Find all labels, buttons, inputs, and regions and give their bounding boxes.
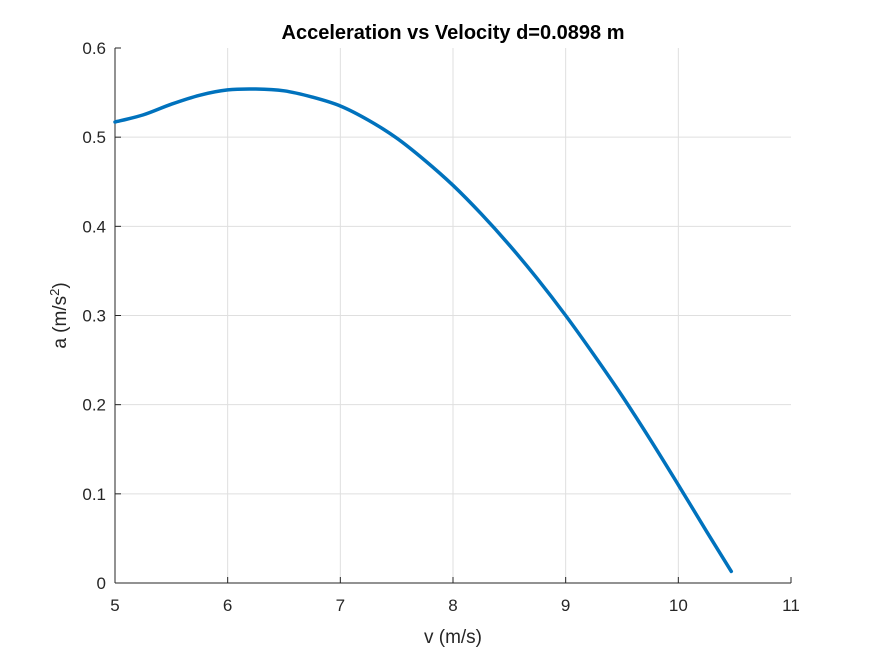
tick-marks — [114, 47, 792, 584]
x-tick-labels: 5 6 7 8 9 10 11 — [110, 596, 800, 615]
x-tick-label: 6 — [223, 596, 232, 615]
x-axis-label: v (m/s) — [424, 627, 482, 648]
y-tick-label: 0 — [97, 574, 106, 593]
x-tick-label: 8 — [448, 596, 457, 615]
y-tick-labels: 0 0.1 0.2 0.3 0.4 0.5 0.6 — [82, 39, 106, 593]
series-line — [113, 87, 734, 574]
y-axis-label: a (m/s2) — [47, 282, 72, 348]
y-tick-label: 0.5 — [82, 128, 106, 147]
y-tick-label: 0.3 — [82, 307, 106, 326]
y-tick-label: 0.4 — [82, 217, 106, 236]
x-tick-label: 7 — [336, 596, 345, 615]
y-axis-label-base: a (m/s — [50, 296, 71, 349]
series-group — [113, 87, 734, 574]
chart-title: Acceleration vs Velocity d=0.0898 m — [282, 22, 625, 44]
y-axis-label-close: ) — [50, 282, 71, 288]
x-tick-label: 11 — [782, 596, 800, 615]
y-tick-label: 0.1 — [82, 485, 106, 504]
grid-lines — [115, 48, 791, 583]
y-axis-label-superscript: 2 — [47, 289, 62, 296]
x-tick-label: 5 — [110, 596, 119, 615]
x-tick-label: 9 — [561, 596, 570, 615]
x-tick-label: 10 — [669, 596, 688, 615]
y-tick-label: 0.6 — [82, 39, 106, 58]
y-tick-label: 0.2 — [82, 396, 106, 415]
